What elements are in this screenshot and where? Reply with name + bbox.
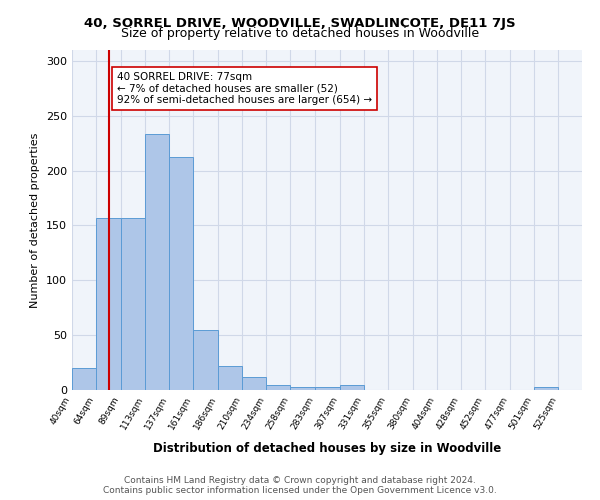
Bar xyxy=(534,386,558,390)
Bar xyxy=(145,134,169,390)
Bar xyxy=(72,368,96,390)
Bar xyxy=(290,386,316,390)
Bar xyxy=(316,386,340,390)
Text: 40, SORREL DRIVE, WOODVILLE, SWADLINCOTE, DE11 7JS: 40, SORREL DRIVE, WOODVILLE, SWADLINCOTE… xyxy=(84,18,516,30)
Bar xyxy=(169,158,193,390)
Bar xyxy=(340,384,364,390)
Text: Size of property relative to detached houses in Woodville: Size of property relative to detached ho… xyxy=(121,28,479,40)
Bar xyxy=(218,366,242,390)
Text: Contains HM Land Registry data © Crown copyright and database right 2024.
Contai: Contains HM Land Registry data © Crown c… xyxy=(103,476,497,495)
Y-axis label: Number of detached properties: Number of detached properties xyxy=(31,132,40,308)
Bar xyxy=(242,377,266,390)
Bar xyxy=(266,384,290,390)
Bar xyxy=(121,218,145,390)
Bar xyxy=(193,330,218,390)
Bar xyxy=(96,218,121,390)
Text: 40 SORREL DRIVE: 77sqm
← 7% of detached houses are smaller (52)
92% of semi-deta: 40 SORREL DRIVE: 77sqm ← 7% of detached … xyxy=(117,72,372,105)
X-axis label: Distribution of detached houses by size in Woodville: Distribution of detached houses by size … xyxy=(153,442,501,455)
